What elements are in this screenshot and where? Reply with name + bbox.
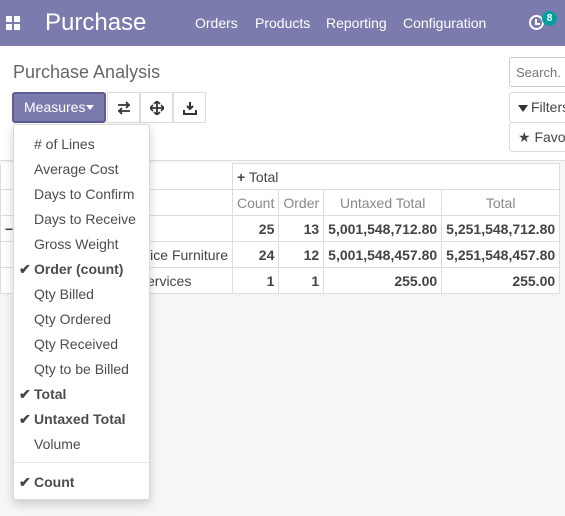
measure-header-count[interactable]: Count (231, 189, 280, 216)
expand-plus-icon: + (237, 168, 246, 185)
cell-count: 1 (231, 267, 280, 294)
measure-item-lines[interactable]: ✔# of Lines (34, 136, 95, 152)
cell-untaxed-total: 255.00 (323, 267, 443, 294)
cell-order: 13 (278, 215, 325, 242)
activity-count-badge: 8 (542, 11, 557, 26)
measure-item-days-to-confirm[interactable]: ✔Days to Confirm (34, 186, 135, 202)
cell-total: 5,251,548,712.80 (441, 215, 561, 242)
cell-order: 12 (278, 241, 325, 268)
apps-menu-icon[interactable] (6, 16, 20, 30)
cell-count: 25 (231, 215, 280, 242)
filters-label: Filters (531, 99, 565, 115)
search-input[interactable] (509, 57, 565, 87)
measure-item-qty-to-be-billed[interactable]: ✔Qty to be Billed (34, 361, 129, 377)
star-icon: ★ (518, 129, 531, 145)
expand-all-button[interactable] (140, 92, 173, 123)
measure-item-count[interactable]: ✔ Count (14, 471, 149, 493)
download-icon (183, 102, 197, 115)
top-navbar: Purchase Orders Products Reporting Confi… (0, 0, 565, 46)
measure-item-untaxed-total[interactable]: ✔ Untaxed Total (14, 408, 149, 430)
collapse-minus-icon: − (5, 220, 14, 237)
cell-untaxed-total: 5,001,548,712.80 (323, 215, 443, 242)
cell-untaxed-total: 5,001,548,457.80 (323, 241, 443, 268)
menu-products[interactable]: Products (255, 15, 311, 31)
expand-all-icon (150, 101, 164, 115)
measure-item-average-cost[interactable]: ✔Average Cost (34, 161, 119, 177)
measure-header-order[interactable]: Order (278, 189, 325, 216)
cell-order: 1 (278, 267, 325, 294)
download-button[interactable] (173, 92, 206, 123)
measure-item-qty-billed[interactable]: ✔Qty Billed (34, 286, 94, 302)
dropdown-divider (14, 462, 149, 463)
check-icon: ✔ (19, 411, 31, 427)
filter-icon (518, 104, 528, 112)
measure-item-days-to-receive[interactable]: ✔Days to Receive (34, 211, 136, 227)
favorites-button[interactable]: ★ Favorites (509, 122, 565, 152)
menu-configuration[interactable]: Configuration (403, 15, 487, 31)
menu-orders[interactable]: Orders (195, 15, 238, 31)
favorites-label: Favorites (534, 129, 565, 145)
measure-item-gross-weight[interactable]: ✔Gross Weight (34, 236, 119, 252)
measure-item-order-count[interactable]: ✔ Order (count) (14, 258, 149, 280)
measures-dropdown: ✔# of Lines ✔Average Cost ✔Days to Confi… (13, 124, 150, 500)
measure-header-total[interactable]: Total (441, 189, 561, 216)
caret-down-icon (86, 105, 94, 110)
check-icon: ✔ (19, 386, 31, 402)
measure-item-qty-ordered[interactable]: ✔Qty Ordered (34, 311, 112, 327)
check-icon: ✔ (19, 474, 31, 490)
filters-button[interactable]: Filters (509, 92, 565, 123)
measures-button[interactable]: Measures (12, 92, 106, 123)
measure-item-qty-received[interactable]: ✔Qty Received (34, 336, 119, 352)
menu-reporting[interactable]: Reporting (326, 15, 387, 31)
cell-total: 255.00 (441, 267, 561, 294)
measure-header-untaxed-total[interactable]: Untaxed Total (323, 189, 443, 216)
check-icon: ✔ (19, 261, 31, 277)
app-brand[interactable]: Purchase (45, 9, 147, 36)
flip-axis-icon (117, 101, 131, 115)
pivot-col-header-total[interactable]: + Total (231, 163, 561, 190)
flip-axis-button[interactable] (107, 92, 140, 123)
page-title: Purchase Analysis (13, 62, 161, 82)
measures-label: Measures (24, 99, 86, 115)
cell-count: 24 (231, 241, 280, 268)
measure-item-volume[interactable]: ✔Volume (34, 436, 81, 452)
measure-item-total[interactable]: ✔ Total (14, 383, 149, 405)
cell-total: 5,251,548,457.80 (441, 241, 561, 268)
